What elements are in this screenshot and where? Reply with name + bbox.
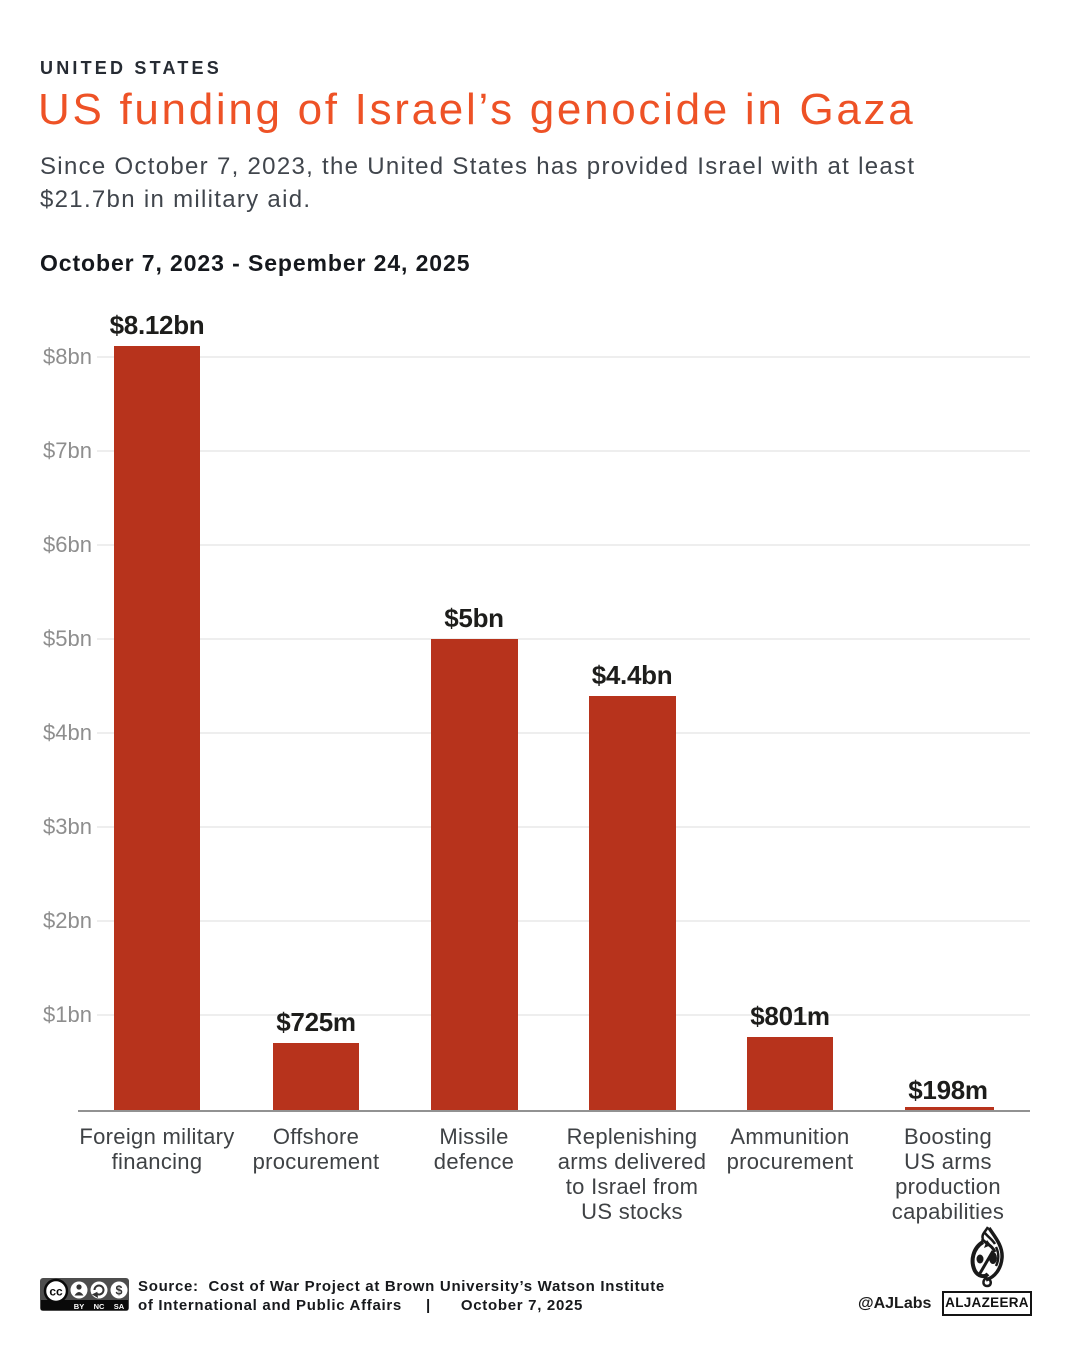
- svg-text:NC: NC: [94, 1302, 105, 1311]
- svg-text:cc: cc: [49, 1285, 63, 1299]
- svg-text:SA: SA: [114, 1302, 125, 1311]
- svg-text:$: $: [116, 1284, 123, 1298]
- svg-text:BY: BY: [74, 1302, 84, 1311]
